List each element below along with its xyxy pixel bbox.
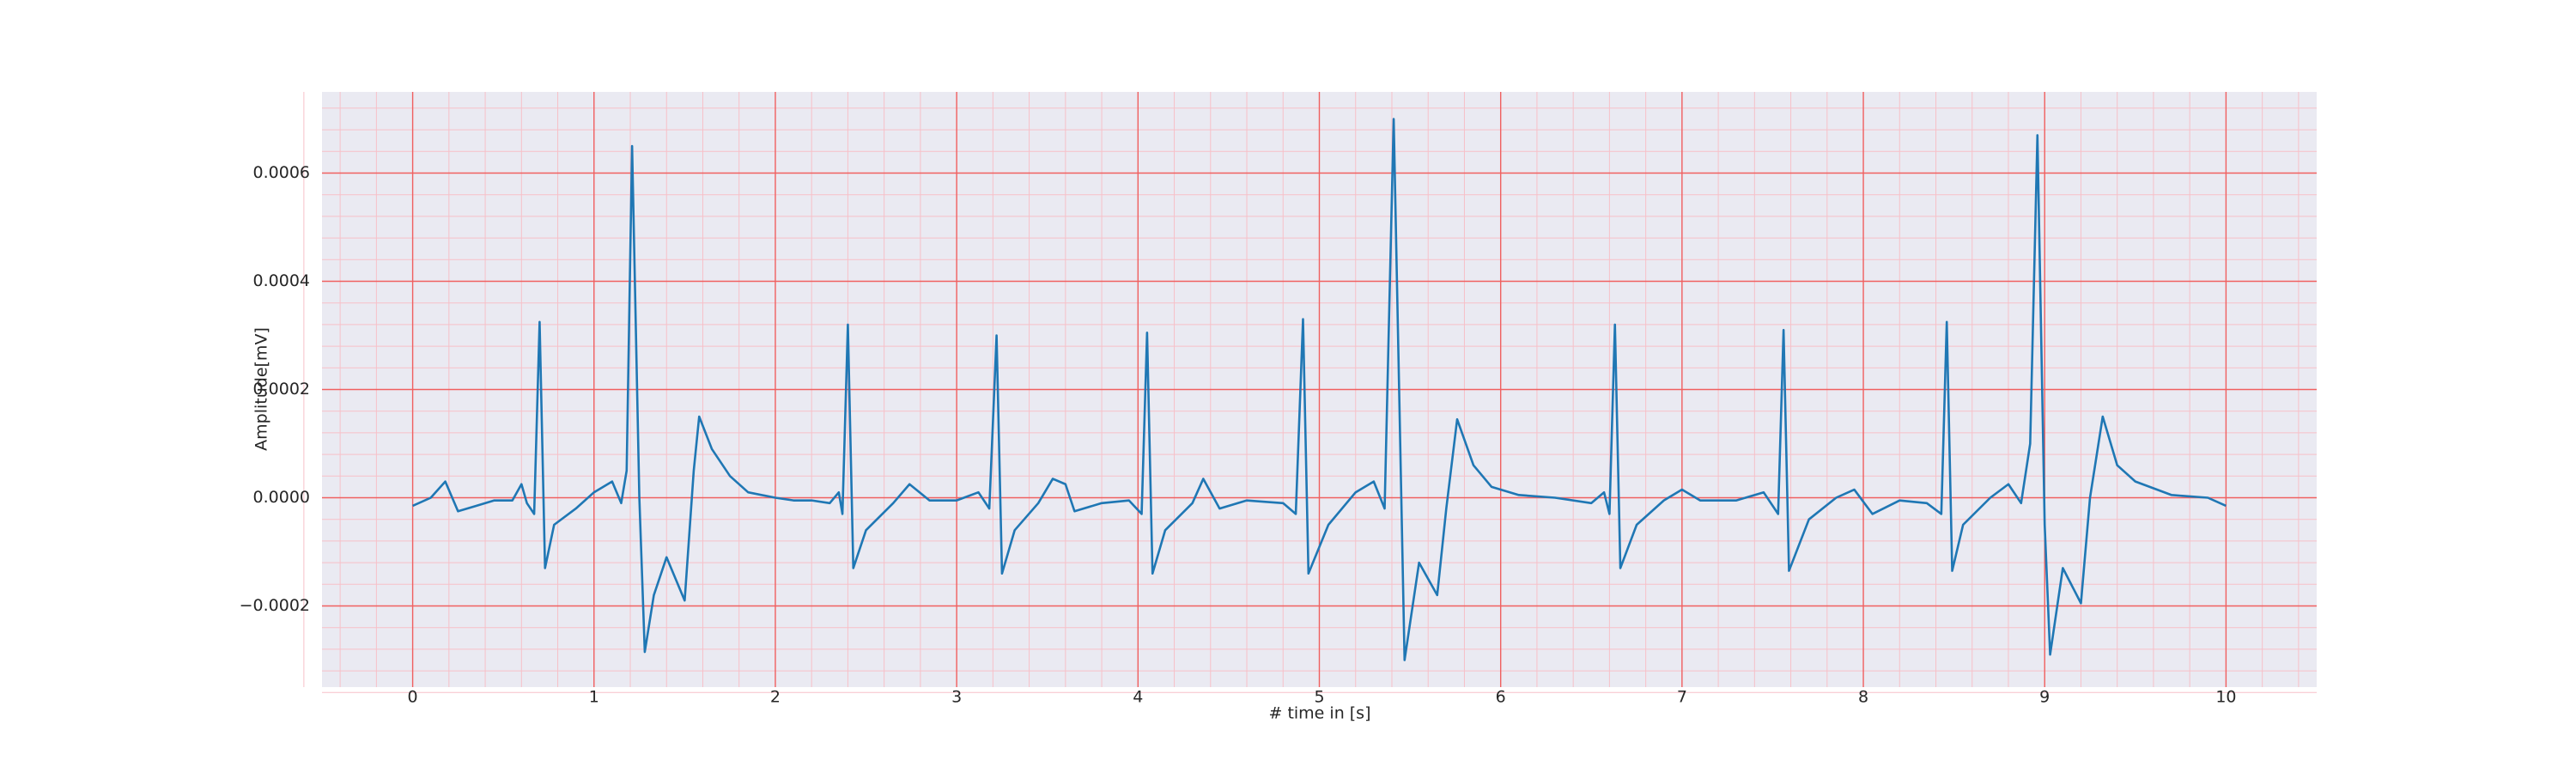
x-tick-label: 5: [1314, 688, 1324, 707]
x-tick-label: 4: [1133, 688, 1143, 707]
x-tick-label: 7: [1677, 688, 1687, 707]
y-tick-label: 0.0000: [253, 488, 310, 507]
y-tick-label: 0.0006: [253, 163, 310, 182]
x-tick-label: 2: [770, 688, 781, 707]
x-tick-label: 10: [2215, 688, 2236, 707]
x-tick-label: 1: [589, 688, 599, 707]
y-tick-label: −0.0002: [240, 596, 310, 615]
x-axis-label: # time in [s]: [1268, 704, 1370, 723]
x-tick-label: 6: [1496, 688, 1506, 707]
y-tick-label: 0.0004: [253, 271, 310, 290]
x-tick-label: 9: [2039, 688, 2050, 707]
y-tick-label: 0.0002: [253, 380, 310, 399]
signal-line: [412, 118, 2227, 661]
x-tick-label: 0: [408, 688, 418, 707]
x-tick-label: 3: [951, 688, 962, 707]
y-axis-label: Amplitude[mV]: [252, 327, 271, 451]
x-tick-label: 8: [1858, 688, 1868, 707]
